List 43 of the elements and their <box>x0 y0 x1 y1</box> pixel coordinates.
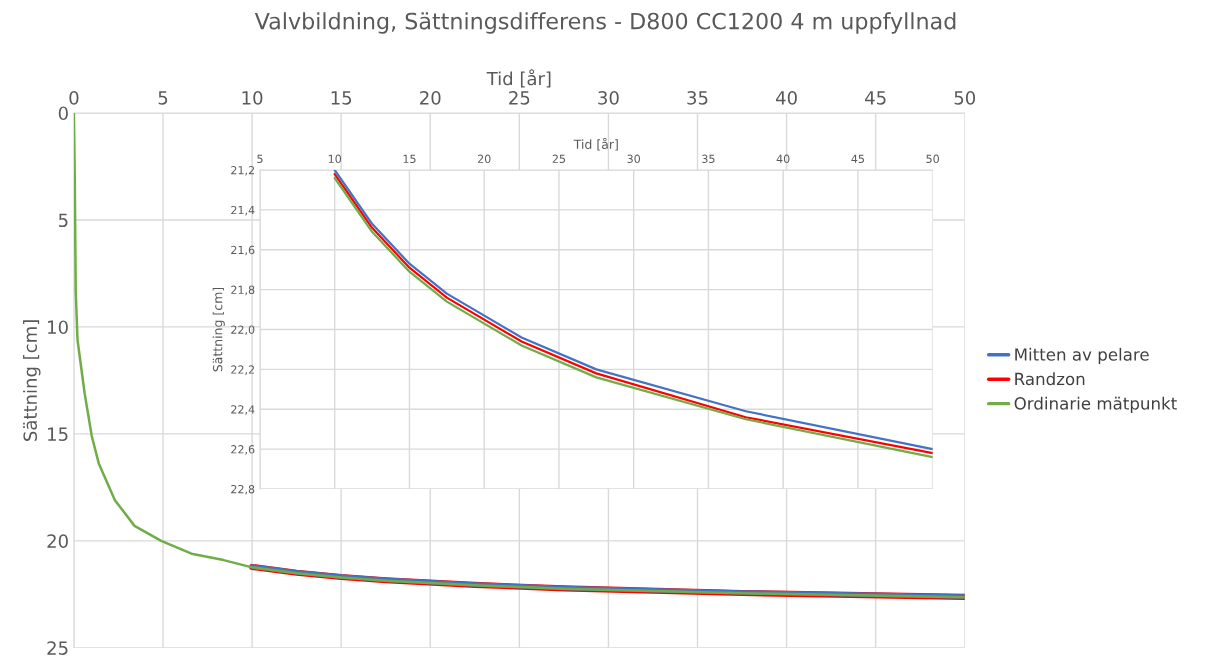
x-tick-label: 0 <box>69 90 79 105</box>
y-tick-label: 22,8 <box>231 484 255 495</box>
x-axis-title: Tid [år] <box>486 69 551 88</box>
legend-label: Mitten av pelare <box>1015 347 1149 364</box>
x-tick-label: 15 <box>331 91 352 105</box>
y-tick-label: 25 <box>47 641 68 655</box>
x-axis-title: Tid [år] <box>573 137 618 151</box>
y-axis-title: Sättning [cm] <box>212 287 225 372</box>
legend-label: Randzon <box>1015 372 1085 386</box>
legend-label: Ordinarie mätpunkt <box>1014 396 1177 413</box>
y-tick-label: 22,4 <box>231 405 255 415</box>
y-tick-label: 21,2 <box>231 166 254 176</box>
x-tick-label: 40 <box>776 154 790 164</box>
x-tick-label: 20 <box>477 154 491 164</box>
y-tick-label: 21,4 <box>231 205 255 216</box>
y-axis-title: Sättning [cm] <box>23 320 41 441</box>
y-tick-label: 21,8 <box>231 285 255 296</box>
x-tick-label: 40 <box>775 90 797 105</box>
x-tick-label: 50 <box>954 90 976 105</box>
y-tick-label: 10 <box>48 320 68 335</box>
y-tick-label: 20 <box>47 534 68 548</box>
y-tick-label: 15 <box>48 427 68 441</box>
x-tick-label: 45 <box>851 154 864 164</box>
x-tick-label: 15 <box>403 154 416 164</box>
y-tick-label: 0 <box>58 106 68 121</box>
y-tick-label: 5 <box>58 213 68 228</box>
x-tick-label: 25 <box>509 90 530 105</box>
y-tick-label: 22,2 <box>231 365 254 375</box>
y-tick-label: 22,0 <box>231 325 255 336</box>
x-tick-label: 45 <box>865 91 886 105</box>
x-tick-label: 20 <box>420 90 441 105</box>
x-tick-label: 30 <box>627 154 641 164</box>
x-tick-label: 50 <box>926 154 939 164</box>
x-tick-label: 10 <box>328 154 342 164</box>
y-tick-label: 22,6 <box>231 445 255 455</box>
x-tick-label: 35 <box>702 154 715 164</box>
x-tick-label: 5 <box>257 154 263 164</box>
x-tick-label: 25 <box>552 154 566 164</box>
x-tick-label: 5 <box>158 91 168 105</box>
y-tick-label: 21,6 <box>231 245 255 256</box>
chart-title: Valvbildning, Sättningsdifferens - D800 CC1200 4 m uppfyllnad <box>254 12 956 34</box>
x-tick-label: 30 <box>598 90 619 105</box>
x-tick-label: 35 <box>687 90 708 105</box>
